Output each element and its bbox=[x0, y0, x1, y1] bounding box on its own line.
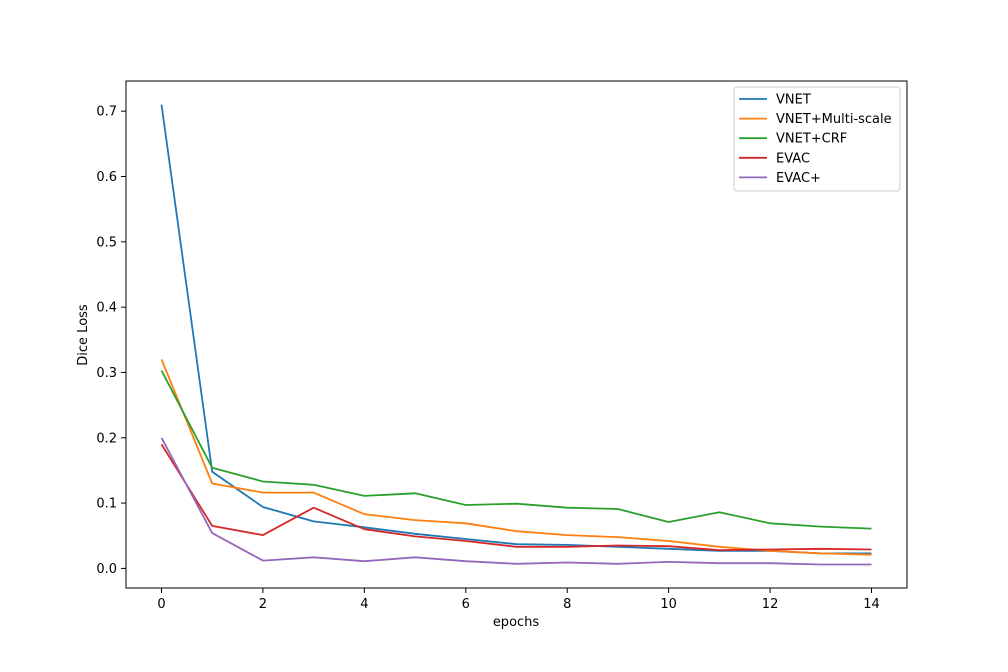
y-tick-label: 0.7 bbox=[96, 105, 117, 120]
legend-label-vnet-multi-scale: VNET+Multi-scale bbox=[776, 112, 892, 127]
y-tick-label: 0.3 bbox=[96, 366, 117, 381]
y-axis-ticks: 0.0 0.1 0.2 0.3 0.4 0.5 0.6 0.7 bbox=[96, 105, 126, 577]
x-tick-label: 8 bbox=[563, 597, 571, 612]
x-axis-label: epochs bbox=[493, 615, 540, 630]
y-tick-label: 0.0 bbox=[96, 562, 117, 577]
series-line-vnet-crf bbox=[160, 370, 872, 530]
legend-label-evac: EVAC+ bbox=[776, 171, 821, 186]
x-tick-label: 10 bbox=[660, 597, 677, 612]
series-lines bbox=[160, 104, 872, 566]
x-tick-label: 0 bbox=[157, 597, 165, 612]
legend: VNET VNET+Multi-scale VNET+CRF EVAC EVAC+ bbox=[733, 86, 901, 192]
x-tick-label: 2 bbox=[259, 597, 267, 612]
y-axis-label: Dice Loss bbox=[76, 304, 91, 366]
legend-label-vnet-crf: VNET+CRF bbox=[776, 132, 847, 147]
series-line-evac bbox=[160, 437, 872, 566]
legend-label-vnet: VNET bbox=[776, 93, 811, 108]
plot-frame bbox=[125, 80, 908, 589]
y-tick-label: 0.4 bbox=[96, 301, 117, 316]
x-axis-ticks: 0 2 4 6 8 10 12 14 bbox=[157, 588, 880, 612]
legend-label-evac: EVAC bbox=[776, 151, 810, 166]
series-line-vnet bbox=[160, 104, 872, 555]
y-tick-label: 0.1 bbox=[96, 497, 117, 512]
y-tick-label: 0.2 bbox=[96, 431, 117, 446]
x-tick-label: 12 bbox=[762, 597, 779, 612]
series-line-evac bbox=[160, 443, 872, 551]
y-tick-label: 0.6 bbox=[96, 170, 117, 185]
x-tick-label: 4 bbox=[360, 597, 368, 612]
x-tick-label: 14 bbox=[863, 597, 880, 612]
x-tick-label: 6 bbox=[462, 597, 470, 612]
y-tick-label: 0.5 bbox=[96, 235, 117, 250]
legend-box bbox=[733, 86, 901, 192]
